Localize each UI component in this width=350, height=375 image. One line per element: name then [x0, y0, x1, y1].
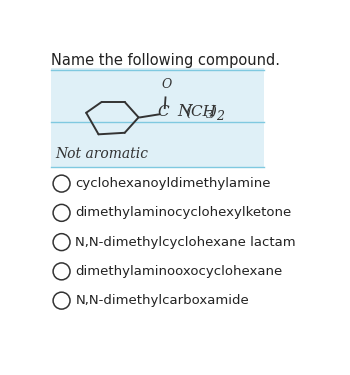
Text: N: N: [177, 104, 191, 120]
Text: 2: 2: [216, 110, 224, 123]
Text: Not aromatic: Not aromatic: [55, 147, 148, 161]
Bar: [51, 68, 264, 168]
Text: dimethylaminooxocyclohexane: dimethylaminooxocyclohexane: [76, 265, 283, 278]
Text: Name the following compound.: Name the following compound.: [51, 53, 280, 68]
Text: 3: 3: [205, 110, 213, 120]
Text: (CH: (CH: [186, 105, 216, 119]
Text: N,N-dimethylcarboxamide: N,N-dimethylcarboxamide: [76, 294, 249, 307]
Text: ): ): [210, 105, 216, 119]
Text: N,N-dimethylcyclohexane lactam: N,N-dimethylcyclohexane lactam: [76, 236, 296, 249]
Text: C: C: [158, 105, 169, 119]
Text: cyclohexanoyldimethylamine: cyclohexanoyldimethylamine: [76, 177, 271, 190]
Text: O: O: [162, 78, 172, 91]
Text: dimethylaminocyclohexylketone: dimethylaminocyclohexylketone: [76, 206, 292, 219]
